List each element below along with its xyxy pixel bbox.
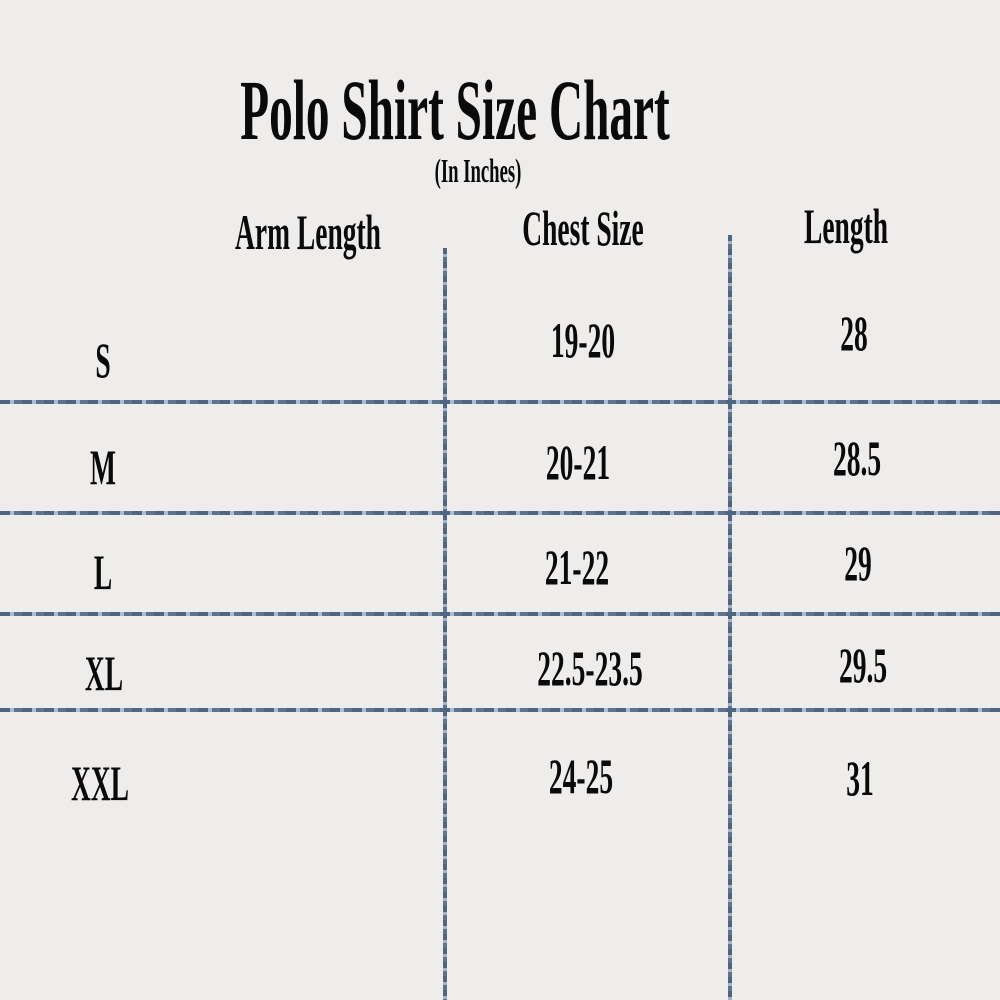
size-label: L — [93, 544, 113, 600]
length-value: 31 — [846, 750, 874, 806]
column-divider — [728, 235, 732, 1000]
column-divider — [443, 248, 447, 1000]
chest-value: 21-22 — [544, 539, 610, 595]
header-length: Length — [803, 198, 889, 254]
size-label: XL — [84, 645, 124, 701]
size-label: M — [90, 439, 116, 495]
length-value: 28 — [840, 305, 868, 361]
page-title: Polo Shirt Size Chart — [240, 62, 670, 158]
row-divider — [0, 612, 1000, 616]
header-chest-size: Chest Size — [522, 200, 644, 256]
subtitle: (In Inches) — [434, 153, 522, 190]
chest-value: 24-25 — [548, 748, 614, 804]
size-label: XXL — [70, 755, 130, 811]
length-value: 29 — [844, 535, 872, 591]
row-divider — [0, 511, 1000, 515]
chest-value: 20-21 — [545, 434, 611, 490]
row-divider — [0, 708, 1000, 712]
header-arm-length: Arm Length — [235, 204, 381, 260]
size-label: S — [95, 332, 111, 388]
length-value: 29.5 — [838, 637, 888, 693]
length-value: 28.5 — [832, 430, 882, 486]
chest-value: 22.5-23.5 — [537, 640, 643, 696]
row-divider — [0, 400, 1000, 404]
chest-value: 19-20 — [550, 312, 616, 368]
